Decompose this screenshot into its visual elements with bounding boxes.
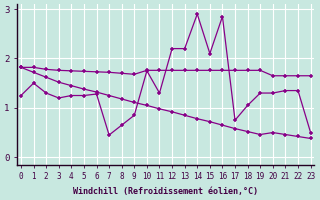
X-axis label: Windchill (Refroidissement éolien,°C): Windchill (Refroidissement éolien,°C) [73, 187, 258, 196]
